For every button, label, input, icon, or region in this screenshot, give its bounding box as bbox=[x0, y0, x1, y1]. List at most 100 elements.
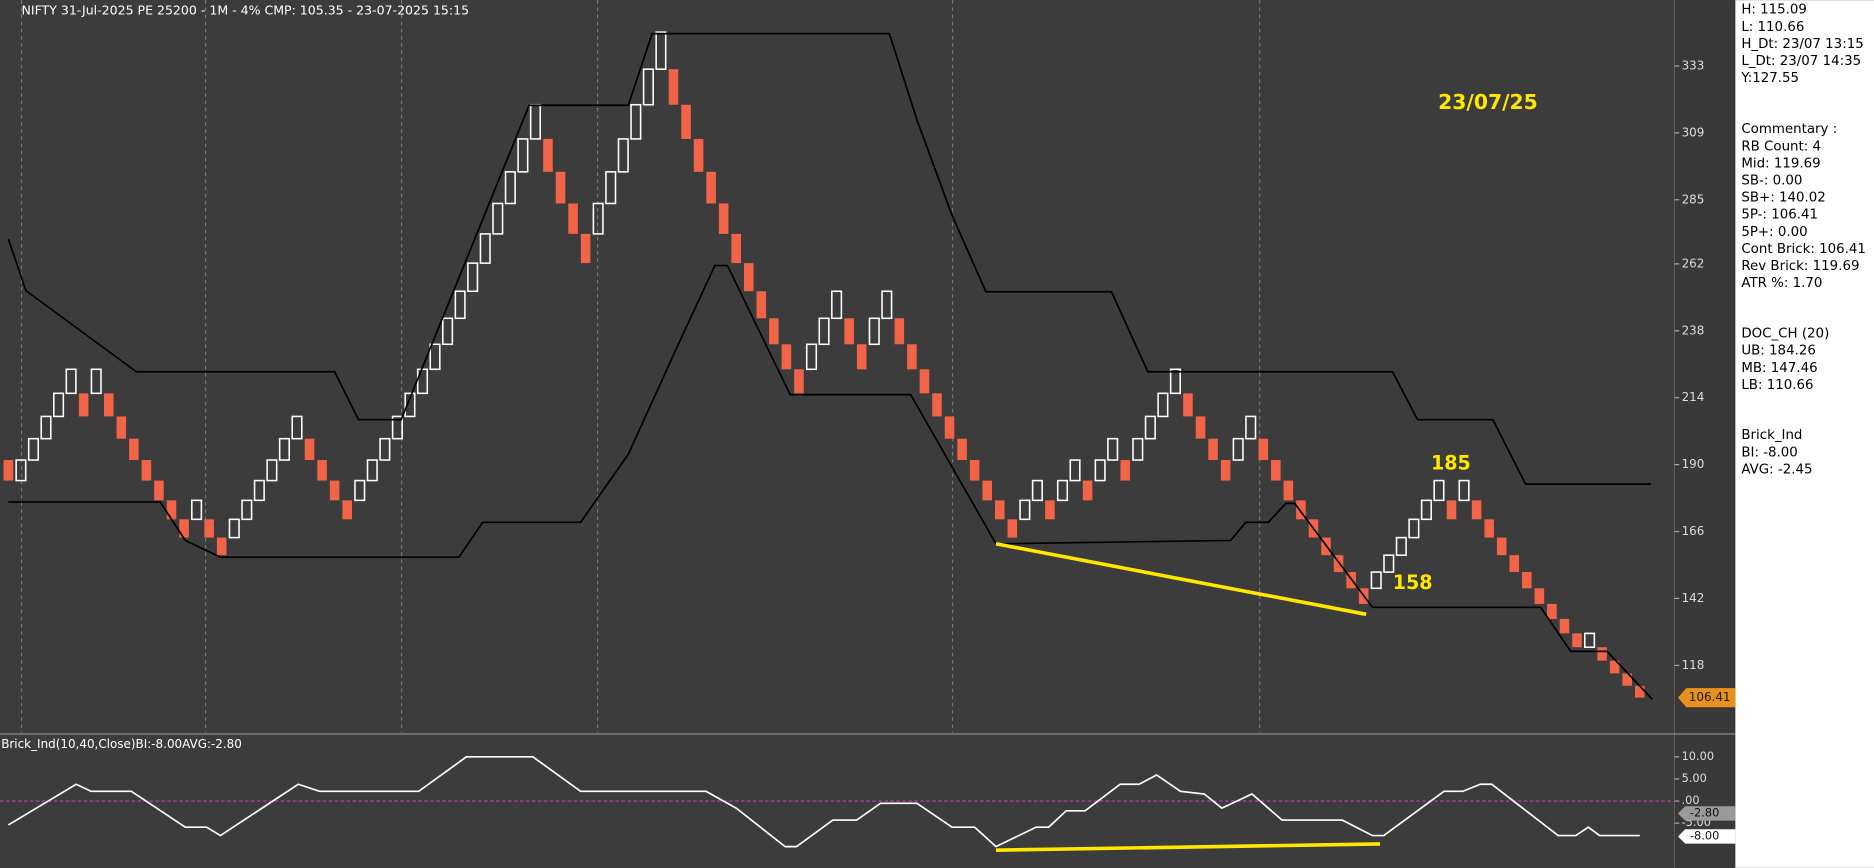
up-brick bbox=[630, 103, 642, 140]
session-lines bbox=[20, 0, 1261, 733]
up-brick bbox=[1107, 437, 1119, 461]
down-brick bbox=[317, 460, 327, 481]
down-brick bbox=[1258, 438, 1269, 461]
down-brick bbox=[1446, 500, 1457, 520]
up-brick bbox=[592, 202, 604, 235]
up-brick bbox=[1144, 415, 1156, 440]
y-tick-label: .00 bbox=[1682, 793, 1700, 807]
down-brick bbox=[543, 138, 553, 172]
info-line: 5P-: 106.41 bbox=[1741, 208, 1818, 223]
down-brick bbox=[1208, 438, 1218, 461]
y-tick-label: 10.00 bbox=[1682, 749, 1714, 763]
down-brick bbox=[216, 537, 227, 556]
value-tag bbox=[1677, 806, 1736, 821]
up-brick bbox=[1132, 437, 1144, 461]
y-tick-label: 166 bbox=[1682, 524, 1705, 538]
up-brick bbox=[1232, 437, 1244, 461]
up-brick bbox=[1395, 536, 1407, 556]
info-line: Mid: 119.69 bbox=[1741, 156, 1820, 171]
up-brick bbox=[1157, 392, 1169, 418]
up-brick bbox=[291, 415, 303, 440]
up-brick bbox=[1094, 459, 1106, 482]
down-brick bbox=[1522, 572, 1532, 589]
down-brick bbox=[1271, 460, 1281, 481]
down-brick bbox=[1471, 500, 1482, 520]
up-brick bbox=[391, 415, 403, 440]
info-line: Brick_Ind bbox=[1741, 428, 1802, 443]
down-brick bbox=[994, 500, 1005, 520]
down-brick bbox=[693, 138, 704, 172]
down-brick bbox=[555, 171, 566, 204]
down-brick bbox=[1496, 537, 1507, 556]
indicator-line bbox=[7, 756, 1640, 848]
up-brick bbox=[517, 138, 529, 173]
down-brick bbox=[856, 344, 867, 370]
value-tag bbox=[1677, 829, 1736, 844]
down-brick bbox=[1007, 519, 1018, 538]
down-brick bbox=[304, 438, 315, 461]
down-brick bbox=[1220, 460, 1231, 481]
y-tick-label: 285 bbox=[1682, 192, 1705, 206]
info-line: RB Count: 4 bbox=[1741, 139, 1821, 154]
up-brick bbox=[1031, 479, 1043, 502]
down-brick bbox=[141, 460, 152, 481]
y-tick-label: 5.00 bbox=[1682, 771, 1707, 785]
down-brick bbox=[1509, 555, 1520, 573]
y-tick-label: 262 bbox=[1682, 256, 1705, 270]
down-brick bbox=[969, 460, 980, 481]
down-brick bbox=[1609, 660, 1620, 674]
chart-title: NIFTY 31-Jul-2025 PE 25200 - 1M - 4% CMP… bbox=[22, 2, 470, 17]
up-brick bbox=[1056, 479, 1069, 502]
up-brick bbox=[1169, 368, 1181, 395]
down-brick bbox=[154, 480, 164, 501]
info-line: 5P+: 0.00 bbox=[1741, 225, 1807, 240]
down-brick bbox=[781, 344, 792, 370]
up-brick bbox=[404, 392, 416, 418]
down-brick bbox=[1045, 500, 1055, 520]
down-brick bbox=[756, 291, 767, 319]
info-line: SB-: 0.00 bbox=[1741, 174, 1802, 189]
info-line: LB: 110.66 bbox=[1741, 378, 1813, 393]
info-line: Rev Brick: 119.69 bbox=[1741, 259, 1859, 274]
up-brick bbox=[1370, 571, 1382, 590]
info-line: DOC_CH (20) bbox=[1741, 327, 1829, 342]
down-brick bbox=[1572, 633, 1582, 648]
y-tick-label: 238 bbox=[1682, 323, 1705, 337]
down-brick bbox=[944, 416, 955, 439]
down-brick bbox=[1597, 647, 1607, 661]
up-brick bbox=[379, 437, 391, 461]
up-brick bbox=[1433, 479, 1445, 502]
down-brick bbox=[1283, 480, 1294, 501]
up-brick bbox=[642, 68, 654, 106]
up-brick bbox=[228, 518, 240, 539]
up-brick bbox=[1069, 459, 1081, 482]
info-line: L_Dt: 23/07 14:35 bbox=[1741, 54, 1861, 69]
down-brick bbox=[1296, 500, 1306, 520]
info-line: BI: -8.00 bbox=[1741, 445, 1798, 460]
down-brick bbox=[103, 393, 114, 417]
down-brick bbox=[718, 203, 729, 234]
down-brick bbox=[743, 263, 754, 292]
up-brick bbox=[1458, 479, 1470, 502]
down-brick bbox=[706, 171, 716, 204]
y-tick-label: 309 bbox=[1682, 125, 1705, 139]
up-brick bbox=[27, 437, 40, 461]
value-tag-label: -8.00 bbox=[1690, 828, 1719, 842]
annotation: 158 bbox=[1393, 571, 1433, 594]
y-tick-label: 118 bbox=[1682, 658, 1705, 672]
down-brick bbox=[1082, 480, 1093, 501]
down-brick bbox=[78, 393, 89, 417]
down-brick bbox=[166, 500, 177, 520]
up-brick bbox=[868, 317, 880, 346]
y-tick-label: 214 bbox=[1682, 390, 1705, 404]
up-brick bbox=[241, 499, 253, 521]
up-brick bbox=[442, 317, 454, 346]
up-brick bbox=[266, 459, 278, 482]
up-brick bbox=[467, 262, 479, 293]
info-line: Cont Brick: 106.41 bbox=[1741, 242, 1866, 257]
up-brick bbox=[1383, 554, 1395, 573]
info-line: AVG: -2.45 bbox=[1741, 462, 1812, 477]
down-brick bbox=[1534, 588, 1545, 604]
up-brick bbox=[831, 290, 843, 320]
